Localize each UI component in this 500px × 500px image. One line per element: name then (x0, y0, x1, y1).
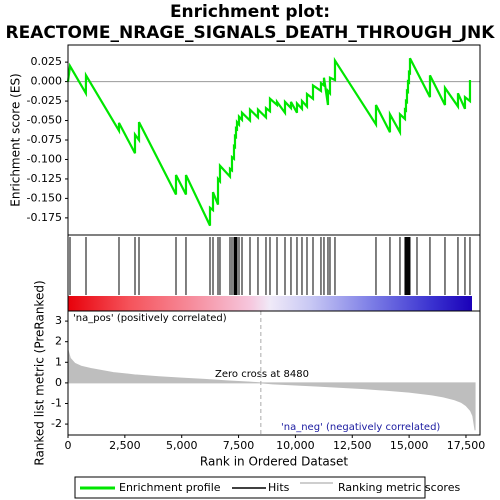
x-tick-label: 10,000 (276, 439, 315, 452)
x-tick-label: 7,500 (223, 439, 255, 452)
x-tick-label: 5,000 (166, 439, 198, 452)
y2-tick-label: 1 (55, 355, 62, 368)
x-tick-label: 2,500 (109, 439, 141, 452)
legend-entry: Hits (268, 481, 290, 494)
y2-tick-label: 2 (55, 335, 62, 348)
y-tick-label: -0.175 (27, 211, 62, 224)
y-tick-label: -0.100 (27, 152, 62, 165)
zero-cross-label: Zero cross at 8480 (215, 369, 309, 380)
y-tick-label: -0.150 (27, 191, 62, 204)
bottom-frame (67, 310, 481, 436)
top-frame (67, 44, 481, 312)
y-tick-label: 0.000 (31, 75, 63, 88)
legend-entry: Ranking metric scores (338, 481, 460, 494)
y2-tick-label: 0 (55, 376, 62, 389)
x-tick-label: 15,000 (390, 439, 429, 452)
pos-label: 'na_pos' (positively correlated) (73, 313, 227, 324)
y-axis-label: Enrichment score (ES) (9, 73, 23, 206)
x-axis-label: Rank in Ordered Dataset (200, 455, 348, 469)
y-tick-label: -0.050 (27, 114, 62, 127)
chart-subtitle: REACTOME_NRAGE_SIGNALS_DEATH_THROUGH_JNK (6, 23, 496, 43)
y2-tick-label: -1 (51, 396, 62, 409)
enrichment-line (66, 56, 472, 227)
color-bar (68, 296, 472, 311)
y2-axis-label: Ranked list metric (PreRanked) (33, 280, 47, 465)
legend-entry: Enrichment profile (119, 481, 221, 494)
y-tick-label: -0.125 (27, 172, 62, 185)
chart-title: Enrichment plot: (170, 2, 330, 22)
y-tick-label: -0.075 (27, 133, 62, 146)
metric-area (67, 349, 476, 431)
x-tick-label: 0 (65, 439, 72, 452)
y-tick-label: -0.025 (27, 94, 62, 107)
x-tick-label: 12,500 (333, 439, 372, 452)
y2-tick-label: -2 (51, 417, 62, 430)
x-tick-label: 17,500 (447, 439, 486, 452)
legend: Enrichment profile Hits Ranking metric s… (74, 476, 460, 499)
neg-label: 'na_neg' (negatively correlated) (281, 422, 440, 433)
y2-tick-label: 3 (55, 314, 62, 327)
y-tick-label: 0.025 (31, 55, 63, 68)
